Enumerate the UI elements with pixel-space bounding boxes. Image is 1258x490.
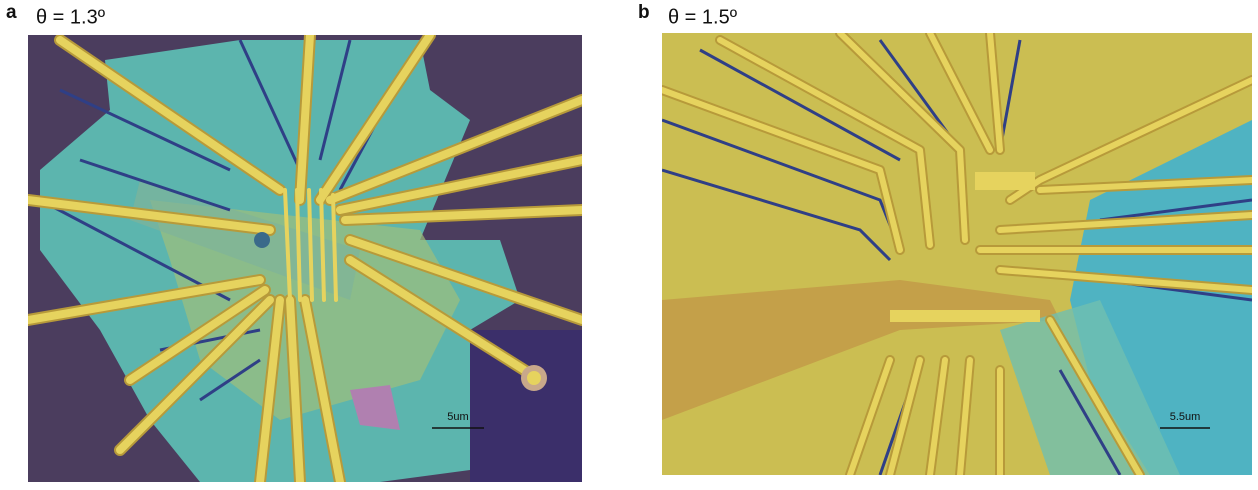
scale-bar-label: 5um [447,411,468,423]
panel-title: θ = 1.5º [668,6,738,28]
page: a θ = 1.3º 5um b θ = 1.5º [0,0,1258,485]
micrograph-b: 5.5um [662,33,1252,475]
figure: a θ = 1.3º 5um b θ = 1.5º [0,0,1258,485]
panel-title: θ = 1.3º [36,6,106,28]
scale-bar-label: 5.5um [1170,411,1201,423]
panel-letter: a [6,2,17,23]
panel-letter: b [638,2,650,23]
micrograph-a: 5um [28,35,582,482]
